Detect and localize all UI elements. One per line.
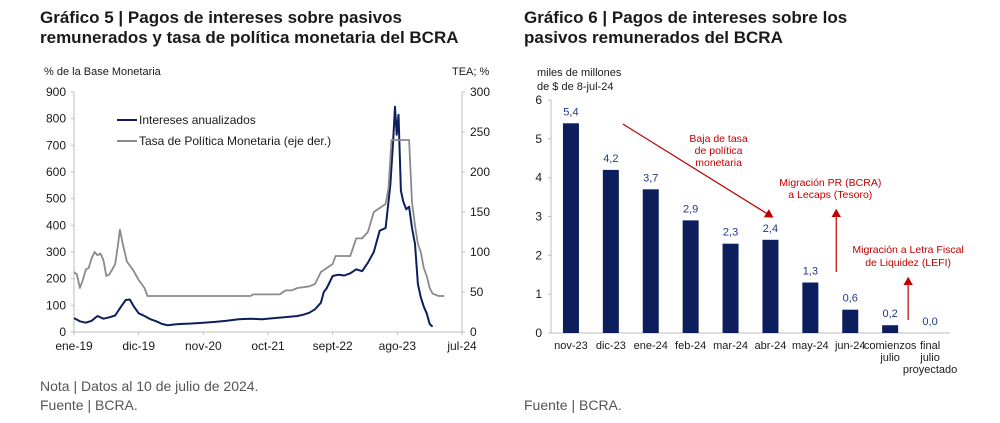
chart6-source: Fuente | BCRA. (524, 397, 622, 413)
chart5-left-tick-label: 0 (59, 325, 66, 339)
chart6-x-tick-label: abr-24 (755, 340, 787, 352)
chart5-right-tick-label: 250 (470, 125, 490, 139)
chart6-annotation-lecaps-text: Migración PR (BCRA) (779, 177, 881, 189)
chart5-line-chart: 0 100 200 300 400 500 600 700 800 900 0 50 100 150 200… (46, 85, 490, 353)
chart5-title-line1: Gráfico 5 | Pagos de intereses sobre pas… (40, 8, 402, 27)
chart5-right-axis-unit: TEA; % (452, 66, 490, 78)
chart6-x-tick-label: julio (879, 352, 900, 364)
chart6-bar (722, 243, 739, 333)
chart6-bar-value-label: 0,0 (922, 316, 937, 328)
chart6-bar (602, 169, 619, 333)
chart6-bar (802, 282, 819, 333)
chart6-x-tick-label: julio (919, 352, 940, 364)
chart5-left-tick-label: 300 (46, 245, 66, 259)
chart6-x-tick-label: proyectado (903, 364, 957, 376)
chart6-bar-value-label: 2,4 (763, 223, 778, 235)
chart6-x-tick-label: ene-24 (634, 340, 668, 352)
chart5-x-tick-label: ene-19 (55, 339, 93, 353)
chart6-bar (562, 123, 579, 333)
chart5-x-tick-label: ago-23 (379, 339, 417, 353)
chart6-bar-value-label: 4,2 (603, 153, 618, 165)
chart6-bar-value-label: 2,9 (683, 203, 698, 215)
chart6-x-tick-label: comienzos (864, 340, 917, 352)
chart6-bar (762, 239, 779, 333)
chart5-title: Gráfico 5 | Pagos de intereses sobre pas… (40, 8, 480, 48)
chart5-right-tick-label: 0 (470, 325, 477, 339)
chart6-bar (882, 325, 899, 333)
chart5-left-tick-label: 500 (46, 192, 66, 206)
chart5-right-tick-label: 150 (470, 205, 490, 219)
chart6-axis-unit-line1: miles de millones (537, 67, 622, 79)
chart5-left-tick-label: 800 (46, 112, 66, 126)
chart5-left-axis-unit: % de la Base Monetaria (44, 66, 161, 78)
chart5-x-tick-label: sept-22 (313, 339, 353, 353)
chart6-bar (682, 220, 699, 333)
chart5-left-tick-label: 600 (46, 165, 66, 179)
chart6-y-tick-label: 2 (535, 248, 542, 262)
chart6-x-tick-label: nov-23 (554, 340, 588, 352)
chart6-y-tick-label: 5 (535, 132, 542, 146)
chart6-x-tick-label: jun-24 (834, 340, 866, 352)
chart6-bar-value-label: 5,4 (563, 106, 578, 118)
chart6-bar-value-label: 0,2 (883, 308, 898, 320)
chart5-source: Fuente | BCRA. (40, 397, 138, 413)
chart6-axis-unit-line2: de $ de 8-jul-24 (537, 81, 614, 93)
chart5-legend-label: Tasa de Política Monetaria (eje der.) (139, 134, 331, 148)
chart5-right-tick-label: 300 (470, 85, 490, 99)
chart6-x-tick-label: may-24 (792, 340, 829, 352)
chart6-bar-value-label: 1,3 (803, 266, 818, 278)
chart6-title: Gráfico 6 | Pagos de intereses sobre los… (524, 8, 964, 48)
chart5-left-tick-label: 400 (46, 218, 66, 232)
chart5-note: Nota | Datos al 10 de julio de 2024. (40, 378, 259, 394)
chart6-title-line1: Gráfico 6 | Pagos de intereses sobre los (524, 8, 848, 27)
chart5-x-tick-label: oct-21 (251, 339, 285, 353)
chart6-y-tick-label: 3 (535, 210, 542, 224)
chart6-y-tick-label: 0 (535, 326, 542, 340)
chart6-bar (642, 189, 659, 333)
chart6-x-tick-label: mar-24 (713, 340, 748, 352)
chart6-y-tick-label: 4 (535, 171, 542, 185)
chart5-right-tick-label: 200 (470, 165, 490, 179)
chart5-left-tick-label: 900 (46, 85, 66, 99)
chart6-annotation-lefi-text: de Liquidez (LEFI) (865, 257, 951, 269)
chart6-y-tick-label: 1 (535, 287, 542, 301)
chart5-left-tick-label: 200 (46, 272, 66, 286)
chart5-right-tick-label: 100 (470, 245, 490, 259)
chart6-x-tick-label: dic-23 (596, 340, 626, 352)
chart5-title-line2: remunerados y tasa de política monetaria… (40, 28, 459, 47)
chart5-x-tick-label: dic-19 (122, 339, 155, 353)
chart6-bar-value-label: 2,3 (723, 227, 738, 239)
chart6-bar-value-label: 0,6 (843, 293, 858, 305)
chart6-x-tick-label: final (920, 340, 940, 352)
chart5-right-tick-label: 50 (470, 285, 484, 299)
chart5-left-tick-label: 100 (46, 298, 66, 312)
chart6-annotation-lecaps-text: a Lecaps (Tesoro) (788, 189, 872, 201)
chart6-title-line2: pasivos remunerados del BCRA (524, 28, 783, 47)
chart6-annotation-lefi-text: Migración a Letra Fiscal (852, 244, 963, 256)
chart6-annotation-rate-cut-text: monetaria (695, 157, 742, 169)
chart5-series-tasa-line (73, 139, 445, 297)
chart6-bar-value-label: 3,7 (643, 172, 658, 184)
chart6-bar-chart: 0 1 2 3 4 5 6 5,4 nov-23 4,2 dic-23 3,7 ene-24 2,9 feb… (535, 93, 964, 376)
chart5-left-tick-label: 700 (46, 138, 66, 152)
chart6-bar (842, 309, 859, 333)
chart6-annotation-rate-cut-arrow (622, 123, 774, 218)
chart5-x-tick-label: jul-24 (446, 339, 477, 353)
chart5-x-tick-label: nov-20 (185, 339, 222, 353)
chart5-legend-label: Intereses anualizados (139, 113, 256, 127)
chart6-annotation-rate-cut-text: Baja de tasa (689, 133, 748, 145)
chart6-annotation-rate-cut-text: de política (695, 145, 743, 157)
chart6-y-tick-label: 6 (535, 93, 542, 107)
chart6-x-tick-label: feb-24 (675, 340, 706, 352)
chart5-series-intereses-line (73, 105, 434, 328)
